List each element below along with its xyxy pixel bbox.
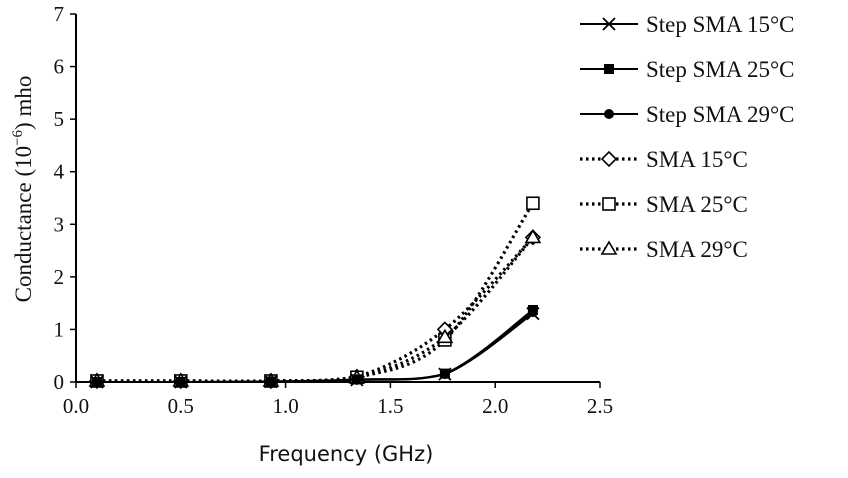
data-point xyxy=(91,377,102,387)
y-tick-label: 2 xyxy=(54,265,65,289)
data-point xyxy=(527,307,538,318)
data-point xyxy=(175,377,186,387)
y-tick-label: 1 xyxy=(54,317,65,341)
legend-marker xyxy=(602,197,616,211)
legend-item: SMA 15°C xyxy=(580,147,748,172)
y-tick-label: 4 xyxy=(54,160,65,184)
legend-marker xyxy=(600,150,618,168)
data-point xyxy=(265,376,276,387)
series-line xyxy=(96,312,534,384)
series-0 xyxy=(90,307,540,389)
y-tick-label: 6 xyxy=(54,55,65,79)
series-5 xyxy=(88,228,542,387)
series-line xyxy=(96,236,535,383)
x-tick-label: 1.0 xyxy=(272,394,298,418)
x-tick-label: 2.0 xyxy=(482,394,508,418)
series-line xyxy=(96,202,535,383)
legend-label: Step SMA 15°C xyxy=(646,12,795,37)
x-tick-label: 1.5 xyxy=(377,394,403,418)
chart-legend: Step SMA 15°C Step SMA 25°C Step SMA 29°C S… xyxy=(580,12,795,262)
y-axis-title-prefix: Conductance (10 xyxy=(11,146,36,302)
y-axis-title-suffix: ) mho xyxy=(11,76,36,130)
legend-marker xyxy=(604,109,614,119)
legend-item: Step SMA 15°C xyxy=(580,12,795,37)
legend-label: Step SMA 25°C xyxy=(646,57,795,82)
series-2 xyxy=(91,307,538,387)
legend-marker xyxy=(604,64,614,74)
legend-label: SMA 29°C xyxy=(646,237,748,262)
x-axis-title: Frequency (GHz) xyxy=(259,442,434,466)
data-point xyxy=(524,228,542,244)
legend-item: Step SMA 25°C xyxy=(580,57,795,82)
x-tick-label: 0.0 xyxy=(63,394,89,418)
data-point xyxy=(439,369,450,380)
legend-marker xyxy=(602,17,616,31)
x-tick-label: 0.5 xyxy=(168,394,194,418)
chart-series-layer xyxy=(88,196,542,390)
legend-marker xyxy=(600,240,618,255)
series-line xyxy=(96,309,534,384)
y-tick-label: 5 xyxy=(54,107,65,131)
legend-item: SMA 29°C xyxy=(580,237,748,262)
legend-item: Step SMA 29°C xyxy=(580,102,795,127)
legend-label: Step SMA 29°C xyxy=(646,102,795,127)
series-1 xyxy=(91,304,538,387)
data-point xyxy=(436,328,454,344)
y-axis-title: Conductance (10−6) mho xyxy=(10,76,36,303)
legend-label: SMA 15°C xyxy=(646,147,748,172)
legend-label: SMA 25°C xyxy=(646,192,748,217)
data-point xyxy=(351,374,362,385)
y-tick-label: 7 xyxy=(54,2,65,26)
y-tick-label: 3 xyxy=(54,212,65,236)
x-tick-label: 2.5 xyxy=(587,394,613,418)
y-axis-title-exponent: −6 xyxy=(10,129,26,145)
y-tick-label: 0 xyxy=(54,370,65,394)
legend-item: SMA 25°C xyxy=(580,192,748,217)
series-line xyxy=(96,311,534,384)
data-point xyxy=(526,196,540,211)
